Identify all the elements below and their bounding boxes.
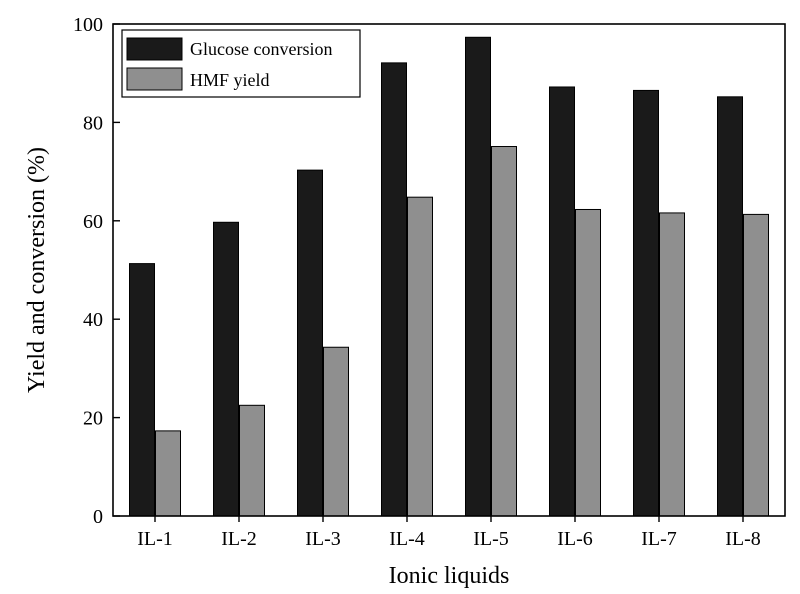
x-tick-label: IL-7	[641, 528, 677, 550]
bar-hmf-yield-il-4	[407, 196, 433, 517]
bar-hmf-yield-il-5	[491, 146, 517, 517]
legend-swatch-hmf-yield	[126, 67, 183, 91]
bar-hmf-yield-il-7	[659, 212, 685, 517]
bar-hmf-yield-il-1	[155, 430, 181, 517]
legend: Glucose conversion HMF yield	[121, 29, 361, 98]
bar-glucose-conversion-il-7	[633, 89, 659, 517]
bar-glucose-conversion-il-5	[465, 36, 491, 517]
x-tick-label: IL-5	[473, 528, 509, 550]
x-tick-label: IL-8	[725, 528, 761, 550]
legend-label-glucose-conversion: Glucose conversion	[190, 39, 332, 59]
bar-hmf-yield-il-8	[743, 213, 769, 517]
y-tick-label: 20	[83, 408, 103, 430]
x-tick-label: IL-4	[389, 528, 425, 550]
y-tick-label: 0	[93, 506, 103, 528]
y-axis-label: Yield and conversion (%)	[24, 147, 50, 393]
x-tick-label: IL-1	[137, 528, 173, 550]
legend-swatch-glucose-conversion	[126, 37, 183, 61]
x-tick-label: IL-3	[305, 528, 341, 550]
bar-glucose-conversion-il-6	[549, 86, 575, 517]
bar-glucose-conversion-il-1	[129, 263, 155, 517]
bar-hmf-yield-il-6	[575, 208, 601, 517]
bar-glucose-conversion-il-8	[717, 96, 743, 517]
x-axis-label: Ionic liquids	[389, 563, 510, 589]
y-tick-label: 40	[83, 309, 103, 331]
x-tick-label: IL-2	[221, 528, 257, 550]
bar-glucose-conversion-il-2	[213, 221, 239, 517]
bars-group	[129, 36, 769, 517]
legend-label-hmf-yield: HMF yield	[190, 70, 270, 90]
y-tick-label: 80	[83, 112, 103, 134]
bar-glucose-conversion-il-3	[297, 169, 323, 517]
x-tick-label: IL-6	[557, 528, 593, 550]
bar-glucose-conversion-il-4	[381, 62, 407, 517]
y-tick-label: 100	[73, 14, 103, 36]
y-axis: 0 20 40 60 80 100	[73, 14, 120, 528]
bar-hmf-yield-il-3	[323, 346, 349, 517]
y-tick-label: 60	[83, 211, 103, 233]
x-axis: IL-1 IL-2 IL-3 IL-4 IL-5 IL-6 IL-7 IL-8	[137, 516, 761, 550]
bar-hmf-yield-il-2	[239, 404, 265, 517]
plot-frame	[112, 23, 786, 517]
